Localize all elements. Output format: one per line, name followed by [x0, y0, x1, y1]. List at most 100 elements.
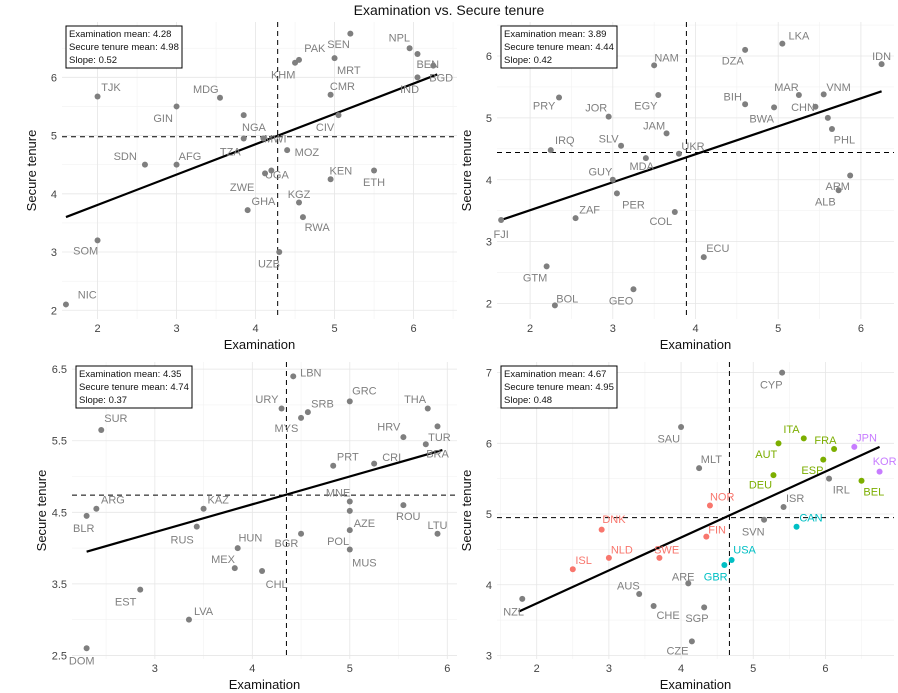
x-tick-label: 3	[606, 663, 612, 675]
point-label: ROU	[396, 511, 421, 523]
scatter-panel-1: 2 3 4 5 6 2 3 4 5 6 Examination Secure tenure NIC SOM…	[24, 22, 457, 352]
point-label: SAU	[657, 433, 680, 445]
data-point	[721, 561, 728, 568]
y-tick-label: 5	[486, 113, 492, 125]
point-label: MNE	[326, 487, 350, 499]
stats-line: Secure tenure mean: 4.98	[69, 42, 179, 53]
data-point	[422, 441, 429, 448]
point-label: MDG	[193, 84, 219, 96]
data-point	[434, 423, 441, 430]
point-label: PER	[622, 200, 645, 212]
data-point	[770, 472, 777, 479]
point-label: ETH	[363, 177, 385, 189]
data-point	[835, 187, 842, 194]
data-point	[98, 426, 105, 433]
data-point	[371, 460, 378, 467]
x-tick-label: 6	[444, 663, 450, 675]
point-label: BRA	[426, 449, 449, 461]
stats-line: Examination mean: 3.89	[504, 29, 606, 40]
regression-line	[500, 90, 882, 222]
point-label: MYS	[275, 423, 299, 435]
data-point	[424, 405, 431, 412]
data-point	[655, 92, 662, 99]
y-axis-title: Secure tenure	[459, 470, 474, 552]
stats-line: Examination mean: 4.67	[504, 369, 606, 380]
y-tick-label: 5	[51, 131, 57, 143]
data-point	[330, 462, 337, 469]
data-point	[298, 414, 305, 421]
data-point	[93, 505, 100, 512]
x-tick-label: 4	[249, 663, 255, 675]
x-tick-label: 5	[347, 663, 353, 675]
point-label: LVA	[194, 606, 214, 618]
data-point	[609, 176, 616, 183]
y-tick-label: 4	[486, 580, 492, 592]
data-point	[598, 526, 605, 533]
point-label: GUY	[588, 167, 613, 179]
point-label: IND	[400, 84, 419, 96]
point-label: ESP	[801, 465, 823, 477]
point-label: IRL	[833, 484, 850, 496]
data-point	[298, 530, 305, 537]
data-point	[240, 135, 247, 142]
x-axis-title: Examination	[229, 677, 301, 692]
data-point	[371, 167, 378, 174]
point-label: CHE	[656, 610, 679, 622]
point-label: LBN	[300, 368, 321, 380]
data-point	[780, 503, 787, 510]
data-point	[94, 93, 101, 100]
data-point	[706, 502, 713, 509]
point-label: BWA	[749, 114, 774, 126]
data-point	[430, 62, 437, 69]
data-point	[137, 586, 144, 593]
data-point	[347, 30, 354, 37]
y-tick-label: 5	[486, 509, 492, 521]
stats-line: Secure tenure mean: 4.44	[504, 42, 614, 53]
point-label: FRA	[814, 435, 837, 447]
point-label: PHL	[834, 135, 855, 147]
point-label: SGP	[685, 613, 708, 625]
point-label: NLD	[611, 544, 633, 556]
data-point	[299, 214, 306, 221]
data-point	[400, 502, 407, 509]
data-point	[278, 405, 285, 412]
data-point	[284, 147, 291, 154]
stats-line: Slope: 0.52	[69, 55, 117, 66]
data-point	[83, 645, 90, 652]
stats-line: Secure tenure mean: 4.95	[504, 382, 614, 393]
data-point	[656, 554, 663, 561]
x-axis-title: Examination	[224, 337, 296, 352]
data-point	[831, 445, 838, 452]
figure-title: Examination vs. Secure tenure	[354, 2, 545, 18]
point-label: JAM	[643, 120, 665, 132]
data-point	[696, 465, 703, 472]
data-point	[675, 150, 682, 157]
data-point	[651, 62, 658, 69]
y-tick-label: 3.5	[52, 579, 67, 591]
point-label: ECU	[706, 243, 729, 255]
data-point	[700, 254, 707, 261]
regression-line	[86, 448, 443, 553]
data-point	[779, 369, 786, 376]
x-tick-label: 5	[775, 323, 781, 335]
y-axis-title: Secure tenure	[34, 470, 49, 552]
y-tick-label: 6	[486, 438, 492, 450]
data-point	[685, 580, 692, 587]
data-point	[141, 161, 148, 168]
point-label: KHM	[271, 69, 295, 81]
data-point	[304, 409, 311, 416]
data-point	[290, 373, 297, 380]
data-point	[847, 172, 854, 179]
point-label: POL	[327, 536, 349, 548]
data-point	[498, 217, 505, 223]
point-label: AUS	[617, 580, 640, 592]
data-point	[742, 46, 749, 53]
x-tick-label: 6	[822, 663, 828, 675]
point-label: JOR	[585, 102, 607, 114]
x-tick-label: 4	[678, 663, 684, 675]
point-label: AFG	[179, 151, 202, 163]
data-point	[851, 443, 858, 450]
x-tick-label: 3	[610, 323, 616, 335]
point-label: SEN	[327, 39, 350, 51]
data-point	[346, 546, 353, 553]
